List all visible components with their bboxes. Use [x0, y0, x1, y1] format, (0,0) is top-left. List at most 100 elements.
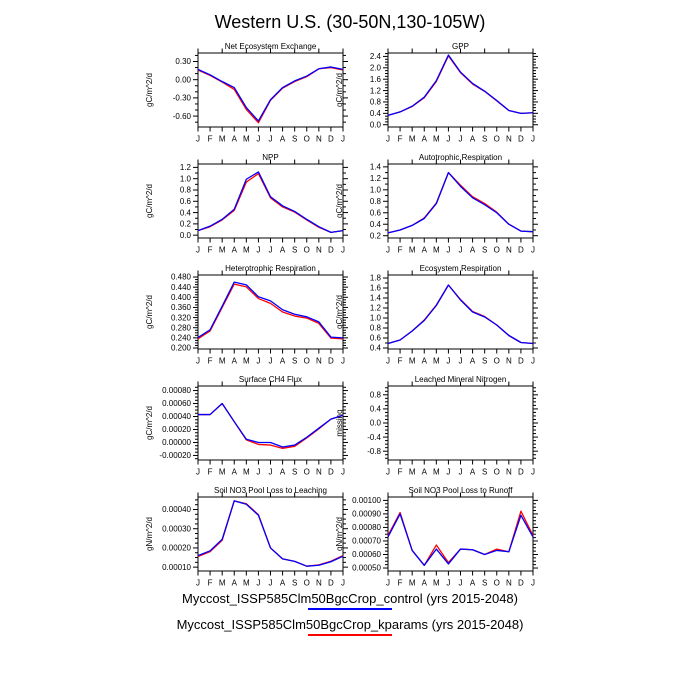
month-label: A [470, 135, 476, 144]
month-label: J [256, 135, 260, 144]
plot-frame [387, 496, 534, 572]
month-label: A [280, 135, 286, 144]
series-kparams-line [387, 284, 534, 345]
month-label: F [208, 357, 213, 366]
ytick-label: 0.00050 [352, 564, 381, 573]
month-label: J [386, 357, 390, 366]
month-label: J [531, 579, 535, 588]
subplot-surface-ch4-flux: -0.00020 0.00000 0.00020 0.00040 0.00060 0.00… [145, 375, 348, 477]
month-label: A [232, 357, 238, 366]
series-control-line [197, 171, 344, 234]
month-label: F [398, 246, 403, 255]
legend: Myccost_ISSP585Clm50BgcCrop_control (yrs… [0, 591, 700, 643]
month-label: F [208, 468, 213, 477]
y-axis-unit-label: missing [335, 409, 344, 436]
month-label: N [506, 468, 512, 477]
month-label: A [280, 468, 286, 477]
month-label: D [518, 579, 524, 588]
month-label: M [219, 579, 226, 588]
subplot-title: Leached Mineral Nitrogen [415, 375, 507, 384]
month-label: M [243, 357, 250, 366]
month-label: A [232, 468, 238, 477]
month-label: J [256, 468, 260, 477]
month-label: M [409, 468, 416, 477]
month-label: O [304, 135, 310, 144]
month-label: O [494, 246, 500, 255]
month-label: J [459, 357, 463, 366]
month-label: J [446, 468, 450, 477]
ytick-label: 0.0 [370, 120, 382, 129]
month-label: D [518, 468, 524, 477]
month-label: F [398, 468, 403, 477]
month-label: S [292, 468, 297, 477]
month-label: F [398, 357, 403, 366]
month-label: A [422, 579, 428, 588]
month-label: N [316, 468, 322, 477]
y-axis-unit-label: gC/m^2/d [145, 295, 154, 329]
month-label: D [518, 357, 524, 366]
ytick-label: 0.8 [180, 186, 192, 195]
month-label: O [494, 579, 500, 588]
series-kparams-line [387, 171, 534, 234]
month-label: A [470, 357, 476, 366]
ytick-label: 0.200 [171, 344, 192, 353]
series-control-line [387, 513, 534, 566]
month-label: A [232, 246, 238, 255]
ytick-label: -0.4 [367, 433, 381, 442]
month-label: J [269, 468, 273, 477]
month-label: M [409, 579, 416, 588]
month-label: A [422, 246, 428, 255]
month-label: J [446, 579, 450, 588]
series-control-line [387, 284, 534, 345]
month-label: N [316, 246, 322, 255]
plot-frame [197, 496, 344, 572]
month-label: O [304, 468, 310, 477]
ytick-label: 0.00060 [162, 399, 191, 408]
series-kparams-line [197, 66, 344, 124]
month-label: A [422, 135, 428, 144]
ytick-label: 1.0 [370, 186, 382, 195]
subplot-title: GPP [452, 42, 469, 51]
month-label: J [196, 468, 200, 477]
month-label: F [208, 246, 213, 255]
ytick-label: 0.8 [370, 98, 382, 107]
y-axis-unit-label: gN/m^2/d [335, 517, 344, 551]
month-label: M [219, 468, 226, 477]
ytick-label: 1.8 [370, 274, 382, 283]
ytick-label: 1.2 [370, 174, 382, 183]
month-label: O [304, 246, 310, 255]
ytick-label: 0.440 [171, 283, 192, 292]
month-label: A [232, 579, 238, 588]
ytick-label: -0.8 [367, 447, 381, 456]
month-label: J [256, 579, 260, 588]
legend-label-kparams: Myccost_ISSP585Clm50BgcCrop_kparams (yrs… [176, 617, 524, 632]
month-label: J [386, 246, 390, 255]
ytick-label: 0.0 [180, 231, 192, 240]
month-label: M [409, 246, 416, 255]
subplot-title: NPP [262, 153, 278, 162]
month-label: S [482, 357, 487, 366]
ytick-label: 0.00030 [162, 524, 191, 533]
legend-entry-kparams: Myccost_ISSP585Clm50BgcCrop_kparams (yrs… [176, 617, 524, 643]
month-label: D [328, 135, 334, 144]
ytick-label: 0.0 [370, 419, 382, 428]
series-control-line [197, 281, 344, 339]
subplot-title: Net Ecosystem Exchange [225, 42, 317, 51]
month-label: J [196, 357, 200, 366]
month-label: D [328, 357, 334, 366]
plot-frame [197, 52, 344, 128]
ytick-label: 0.00040 [162, 412, 191, 421]
ytick-label: 2.4 [370, 52, 382, 61]
month-label: N [316, 579, 322, 588]
ytick-label: 1.0 [180, 174, 192, 183]
month-label: J [459, 468, 463, 477]
month-label: S [292, 246, 297, 255]
month-label: A [422, 357, 428, 366]
ytick-label: 0.6 [180, 197, 192, 206]
ytick-label: -0.60 [173, 112, 192, 121]
ytick-label: 1.2 [180, 163, 192, 172]
page-title: Western U.S. (30-50N,130-105W) [214, 12, 486, 32]
ytick-label: 0.00000 [162, 438, 191, 447]
ytick-label: 0.00100 [352, 496, 381, 505]
